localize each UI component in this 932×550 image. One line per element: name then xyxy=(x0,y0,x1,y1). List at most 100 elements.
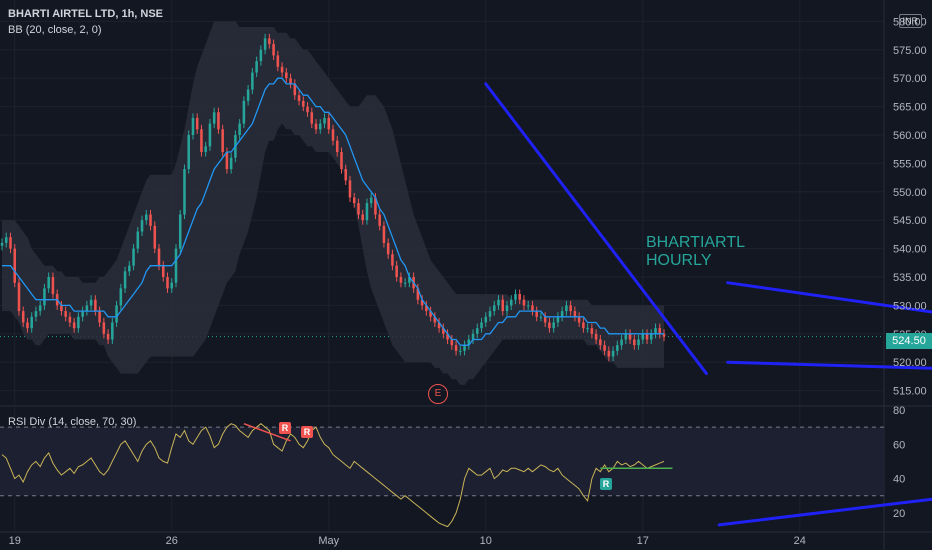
candle-body xyxy=(102,322,106,334)
candle-body xyxy=(170,282,174,289)
candle-body xyxy=(484,316,488,323)
candle-body xyxy=(522,299,526,306)
candle-body xyxy=(492,305,496,312)
candle-body xyxy=(119,288,123,306)
rsi-tick-label: 60 xyxy=(893,439,905,451)
time-tick-label: 19 xyxy=(9,535,21,547)
candle-body xyxy=(111,322,114,340)
rsi-bearish-tag-1[interactable]: R xyxy=(279,422,291,434)
candle-body xyxy=(13,248,17,283)
rsi-tick-label: 40 xyxy=(893,474,905,486)
candle-body xyxy=(429,311,432,317)
candle-body xyxy=(4,237,8,243)
price-tick-label: 520.00 xyxy=(893,357,927,369)
candle-body xyxy=(323,117,326,124)
candle-body xyxy=(161,265,165,278)
rsi-band-fill xyxy=(0,427,884,496)
candle-body xyxy=(238,123,241,135)
candle-body xyxy=(98,311,101,323)
price-tick-label: 545.00 xyxy=(893,215,927,227)
price-trendlines[interactable] xyxy=(484,82,932,376)
candle-body xyxy=(416,288,420,300)
candle-body xyxy=(505,305,509,312)
candle-body xyxy=(399,277,403,283)
candle-body xyxy=(476,328,479,334)
annotation-line-1: BHARTIARTL xyxy=(646,234,745,251)
candle-body xyxy=(459,350,462,352)
candle-body xyxy=(577,316,581,323)
price-tick-label: 580.00 xyxy=(893,16,927,28)
candle-body xyxy=(480,322,483,329)
candle-body xyxy=(361,214,364,221)
candle-body xyxy=(607,350,611,357)
candle-body xyxy=(327,117,331,130)
price-tick-label: 535.00 xyxy=(893,272,927,284)
candle-body xyxy=(446,333,449,340)
candle-body xyxy=(26,322,29,329)
candle-body xyxy=(132,248,135,266)
candle-body xyxy=(467,339,471,346)
time-tick-label: 26 xyxy=(166,535,178,547)
price-tick-label: 575.00 xyxy=(893,45,927,57)
candle-body xyxy=(128,265,131,272)
candle-body xyxy=(318,123,322,130)
candle-body xyxy=(395,265,398,278)
candle-body xyxy=(658,328,662,334)
candle-body xyxy=(51,277,55,295)
price-trendline xyxy=(726,281,932,314)
candle-body xyxy=(94,299,97,312)
candle-body xyxy=(454,345,458,351)
candle-body xyxy=(497,299,500,306)
price-tick-label: 560.00 xyxy=(893,130,927,142)
rsi-line xyxy=(1,423,673,528)
chart-annotation: BHARTIARTL HOURLY xyxy=(646,234,745,270)
bollinger-band-fill xyxy=(2,21,664,386)
earnings-marker[interactable]: E xyxy=(428,384,448,404)
candle-body xyxy=(293,83,297,96)
candle-body xyxy=(178,214,182,249)
rsi-grid xyxy=(0,426,884,497)
rsi-trendlines[interactable] xyxy=(717,496,932,527)
candle-body xyxy=(64,311,67,317)
candle-body xyxy=(649,333,653,340)
rsi-values-line xyxy=(1,423,665,528)
candle-body xyxy=(654,328,657,334)
candle-body xyxy=(526,305,530,307)
rsi-tick-label: 80 xyxy=(893,405,905,417)
candle-body xyxy=(599,339,602,346)
candle-body xyxy=(187,134,190,170)
rsi-bearish-tag-2[interactable]: R xyxy=(301,426,313,438)
candle-body xyxy=(157,248,161,266)
candle-body xyxy=(573,311,577,317)
price-candles xyxy=(0,33,666,362)
candle-body xyxy=(89,299,93,306)
candle-body xyxy=(539,316,543,318)
candle-body xyxy=(272,44,275,56)
candle-body xyxy=(123,271,127,289)
candle-body xyxy=(200,129,203,153)
rsi-bullish-tag[interactable]: R xyxy=(600,478,612,490)
candle-body xyxy=(425,305,428,312)
candle-body xyxy=(263,38,267,50)
candle-body xyxy=(149,214,152,226)
candle-body xyxy=(348,180,352,198)
candle-body xyxy=(340,152,343,170)
candle-body xyxy=(378,214,381,226)
candle-body xyxy=(212,112,216,124)
candle-body xyxy=(246,89,250,101)
candle-body xyxy=(374,197,377,215)
candle-body xyxy=(369,197,373,204)
candle-body xyxy=(60,305,63,312)
candle-body xyxy=(280,66,284,73)
time-tick-label: 10 xyxy=(480,535,492,547)
candle-body xyxy=(221,129,224,153)
candle-body xyxy=(38,305,42,312)
candle-body xyxy=(624,333,628,340)
time-tick-label: 17 xyxy=(637,535,649,547)
candle-body xyxy=(268,38,271,45)
candle-body xyxy=(463,345,466,351)
candle-body xyxy=(335,140,339,153)
candle-body xyxy=(17,282,21,312)
candle-body xyxy=(641,333,645,340)
